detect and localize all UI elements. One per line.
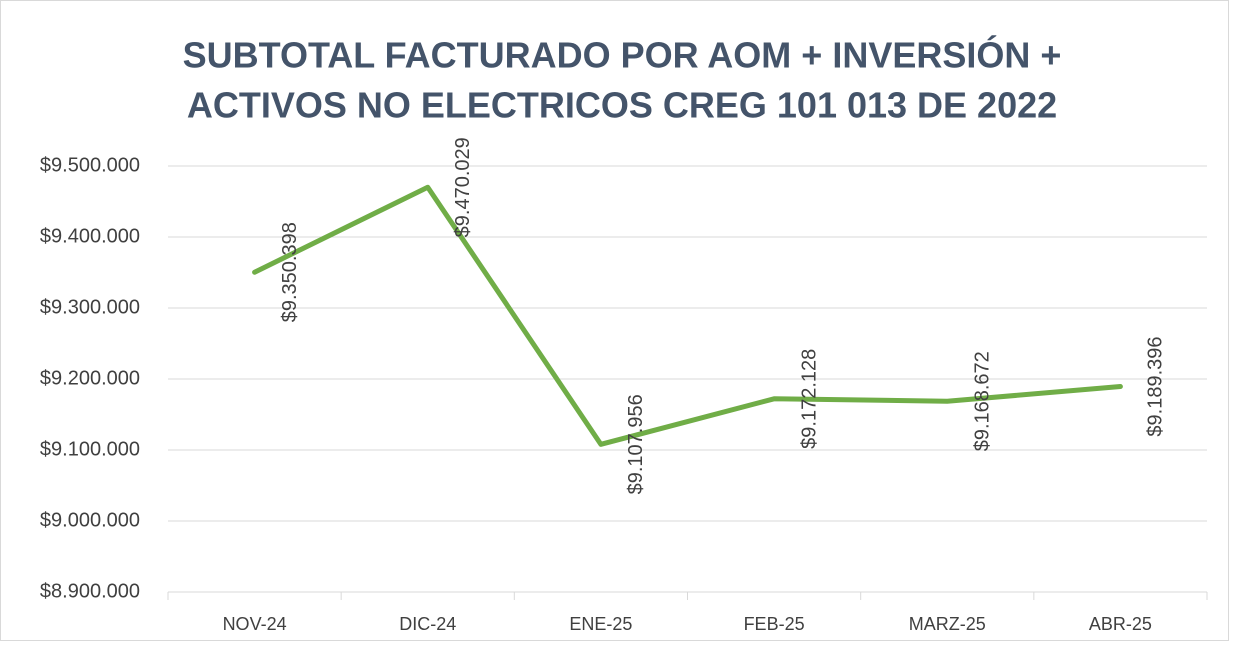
x-tick-label: NOV-24 xyxy=(223,614,287,634)
x-tick-label: ENE-25 xyxy=(569,614,632,634)
x-tick-label: DIC-24 xyxy=(399,614,456,634)
x-tick-label: MARZ-25 xyxy=(909,614,986,634)
data-label: $9.168.672 xyxy=(972,351,994,451)
chart-title: SUBTOTAL FACTURADO POR AOM + INVERSIÓN + xyxy=(183,34,1062,76)
y-tick-label: $9.300.000 xyxy=(40,296,140,318)
line-series xyxy=(252,184,1123,447)
y-tick-label: $8.900.000 xyxy=(40,580,140,602)
data-label: $9.107.956 xyxy=(625,394,647,494)
y-tick-label: $9.500.000 xyxy=(40,154,140,176)
y-tick-label: $9.100.000 xyxy=(40,438,140,460)
y-tick-label: $9.200.000 xyxy=(40,367,140,389)
chart-title: ACTIVOS NO ELECTRICOS CREG 101 013 DE 20… xyxy=(187,85,1057,126)
x-tick-label: FEB-25 xyxy=(744,614,805,634)
x-tick-label: ABR-25 xyxy=(1089,614,1152,634)
data-label: $9.470.029 xyxy=(452,137,474,237)
data-label: $9.189.396 xyxy=(1145,336,1167,436)
data-label: $9.350.398 xyxy=(279,222,301,322)
y-tick-label: $9.400.000 xyxy=(40,225,140,247)
data-label: $9.172.128 xyxy=(798,349,820,449)
y-tick-label: $9.000.000 xyxy=(40,509,140,531)
